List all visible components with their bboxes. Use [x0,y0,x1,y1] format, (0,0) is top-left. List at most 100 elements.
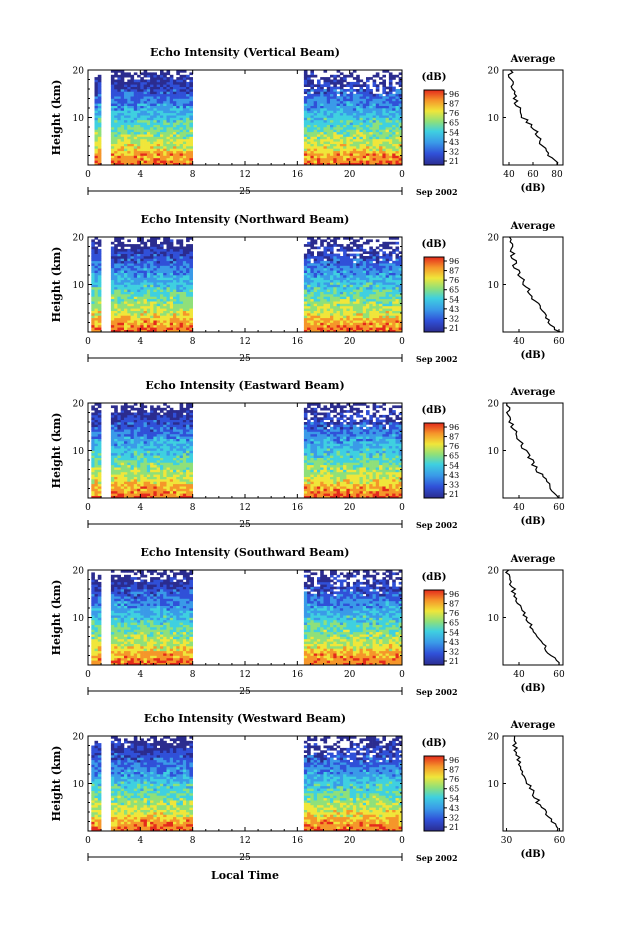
heatmap-cell [385,155,390,159]
heatmap-cell [114,86,118,90]
heatmap-cell [307,286,311,290]
heatmap-cell [307,136,311,140]
heatmap-cell [326,301,331,304]
heatmap-cell [349,313,354,316]
heatmap-cell [176,315,180,319]
heatmap-cell [130,414,135,418]
heatmap-cell [110,486,115,489]
heatmap-cell [91,315,95,319]
heatmap-cell [153,74,157,78]
heatmap-cell [326,320,331,323]
heatmap-cell [303,298,308,302]
heatmap-cell [303,294,308,297]
heatmap-cell [182,258,187,262]
heatmap-cell [150,251,154,254]
heatmap-cell [349,301,354,304]
heatmap-cell [323,129,328,133]
heatmap-cell [323,79,328,83]
heatmap-cell [140,483,144,487]
heatmap-cell [94,410,99,413]
heatmap-cell [330,263,334,266]
heatmap-cell [137,160,141,163]
heatmap-cell [362,289,367,292]
heatmap-cell [110,150,115,154]
heatmap-cell [110,320,115,323]
heatmap-cell [330,91,334,95]
heatmap-cell [372,110,377,114]
heatmap-cell [97,267,102,271]
heatmap-cell [120,460,125,463]
heatmap-cell [366,277,370,281]
heatmap-cell [346,277,350,281]
heatmap-cell [146,265,151,269]
heatmap-cell [173,148,177,152]
heatmap-cell [313,258,318,262]
heatmap-cell [379,148,383,152]
heatmap-cell [114,457,118,461]
heatmap-cell [303,322,308,326]
heatmap-cell [140,265,144,269]
heatmap-cell [333,289,337,292]
heatmap-cell [127,98,131,102]
heatmap-cell [395,103,400,106]
heatmap-cell [320,141,324,144]
heatmap-cell [369,136,373,140]
heatmap-cell [323,251,328,254]
heatmap-cell [94,122,99,125]
heatmap-cell [91,267,95,271]
heatmap-cell [346,96,350,99]
heatmap-cell [385,157,390,161]
day-label: 25 [239,187,251,197]
heatmap-cell [182,291,187,295]
heatmap-cell [127,486,131,489]
heatmap-cell [303,129,308,133]
heatmap-cell [169,141,174,144]
heatmap-cell [140,72,144,76]
colorbar-tick-label: 65 [449,119,459,128]
heatmap-cell [379,150,383,154]
heatmap-cell [182,282,187,285]
heatmap-cell [310,305,314,309]
heatmap-cell [143,108,148,111]
heatmap-cell [359,138,364,142]
heatmap-cell [362,153,367,156]
heatmap-cell [189,310,193,314]
heatmap-cell [130,308,135,311]
heatmap-cell [173,270,177,273]
heatmap-cell [330,160,334,163]
average-x-tick-label: 40 [513,337,525,347]
heatmap-cell [117,301,121,304]
heatmap-cell [336,277,341,281]
heatmap-cell [97,134,102,137]
heatmap-cell [137,79,141,83]
heatmap-cell [317,103,321,106]
heatmap-cell [375,286,380,290]
heatmap-cell [153,146,157,149]
heatmap-cell [124,417,128,420]
heatmap-cell [385,310,390,314]
heatmap-cell [186,91,190,95]
heatmap-cell [110,460,115,463]
heatmap-cell [375,246,380,250]
heatmap-cell [375,134,380,137]
heatmap-cell [117,296,121,300]
heatmap-cell [153,79,157,83]
heatmap-cell [189,115,193,118]
heatmap-cell [153,284,157,288]
heatmap-cell [352,322,357,326]
heatmap-cell [323,105,328,109]
heatmap-cell [385,115,390,118]
heatmap-cell [326,81,331,85]
heatmap-cell [166,267,171,271]
heatmap-cell [110,143,115,147]
heatmap-cell [110,469,115,473]
heatmap-cell [320,256,324,259]
heatmap-cell [124,327,128,330]
heatmap-cell [382,124,386,128]
heatmap-cell [97,136,102,140]
heatmap-cell [133,329,138,333]
heatmap-cell [137,127,141,130]
heatmap-cell [369,286,373,290]
heatmap-cell [326,244,331,247]
heatmap-cell [130,469,135,473]
